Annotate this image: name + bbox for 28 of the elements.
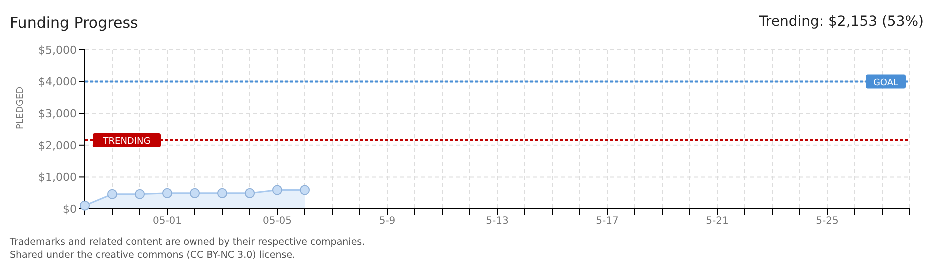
y-tick-label: $3,000 — [38, 108, 77, 121]
point — [245, 188, 255, 198]
point — [272, 185, 282, 196]
x-tick-label: 5-21 — [706, 216, 729, 228]
point — [190, 188, 200, 198]
y-tick-label: $5,000 — [38, 44, 77, 57]
point — [300, 185, 310, 196]
x-tick-label: 5-25 — [816, 216, 839, 228]
y-tick-label: $0 — [63, 202, 77, 216]
point — [108, 189, 118, 200]
y-tick-label: $2,000 — [38, 139, 77, 152]
y-tick-label: $4,000 — [38, 76, 77, 89]
x-tick-label: 5-13 — [486, 216, 509, 228]
point — [135, 189, 145, 200]
x-tick-label: 05-05 — [262, 216, 292, 228]
point — [162, 188, 172, 198]
point — [218, 188, 228, 198]
ref-line-label: TRENDING — [102, 137, 151, 148]
x-tick-label: 05-01 — [152, 216, 182, 228]
ref-line-label: GOAL — [873, 78, 899, 88]
text: Trending: $2,153 (53%) — [759, 14, 924, 30]
chart-title: Funding Progress — [10, 14, 138, 32]
x-tick-label: 5-17 — [596, 216, 619, 228]
text: Trademarks and related content are owned by their respective companies. — [10, 237, 366, 248]
y-tick-label: $1,000 — [38, 171, 77, 184]
y-axis-title: PLEDGED — [16, 86, 26, 130]
text: Shared under the creative commons (CC BY-NC 3.0) license. — [10, 250, 296, 261]
x-tick-label: 5-9 — [379, 216, 396, 228]
